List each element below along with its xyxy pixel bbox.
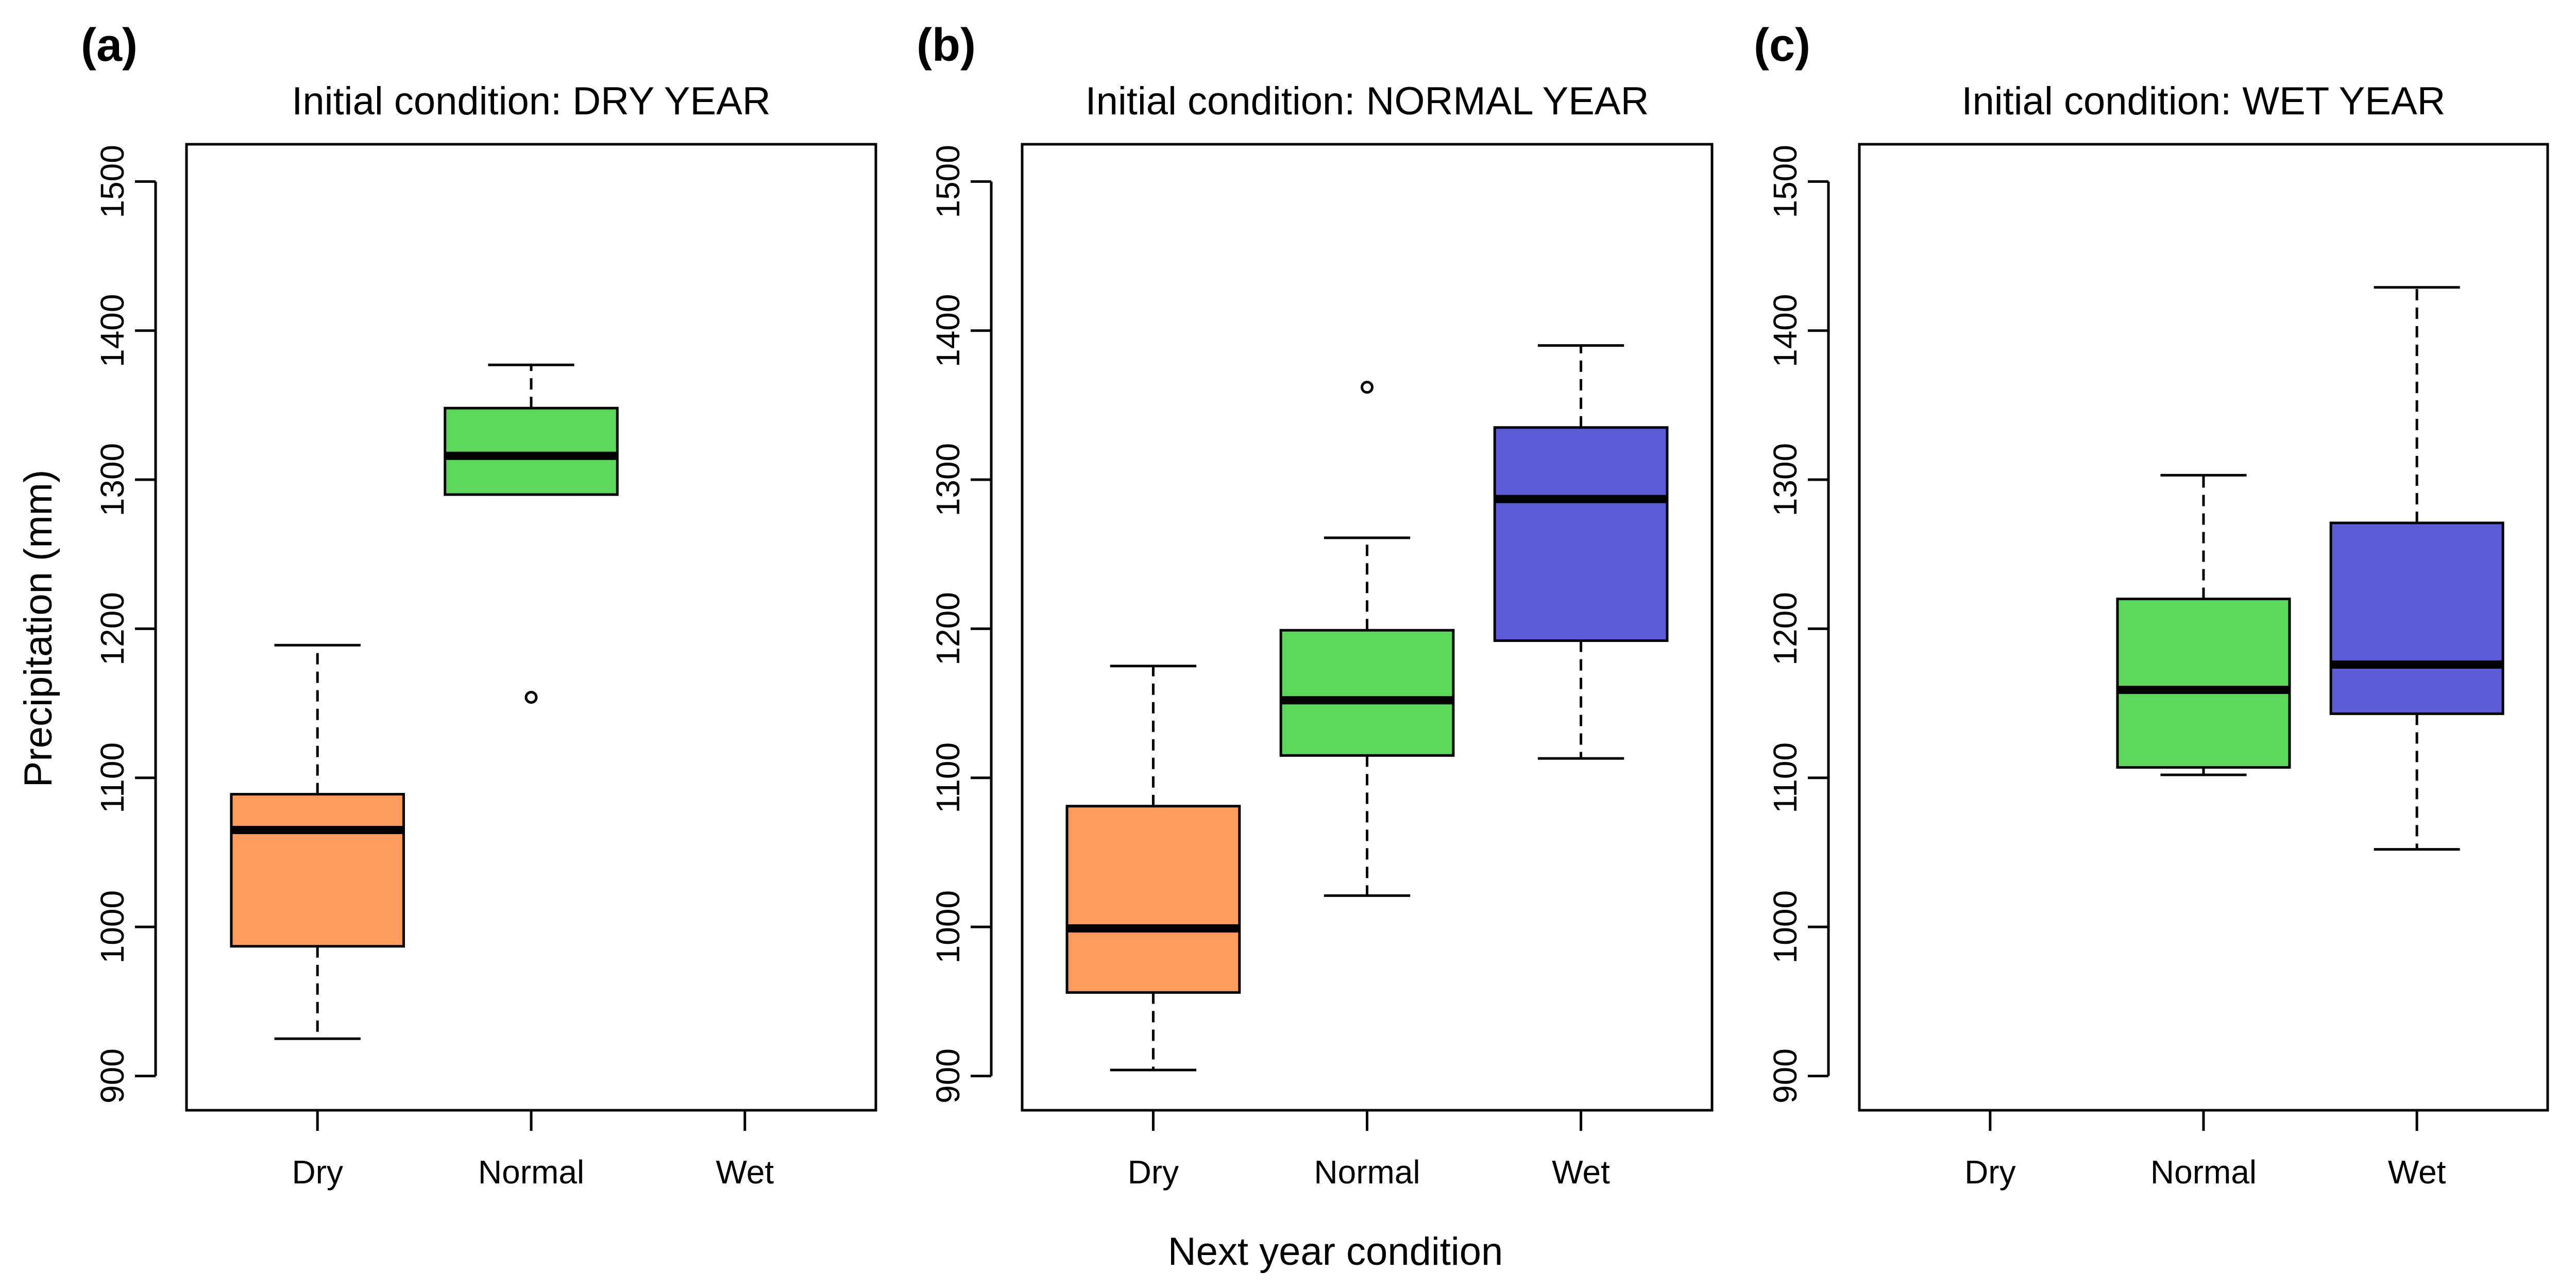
box-normal <box>444 363 619 704</box>
panels-group: (a) Initial condition: DRY YEAR 900 1000 110… <box>81 20 2549 1191</box>
iqr-box <box>1065 805 1241 994</box>
panel-title: Initial condition: DRY YEAR <box>292 79 770 123</box>
panel-title: Initial condition: WET YEAR <box>1961 79 2445 123</box>
x-tick-label-wet: Wet <box>716 1154 774 1191</box>
y-tick-label: 1000 <box>929 890 967 963</box>
y-tick-label: 1100 <box>929 742 967 814</box>
y-tick-label: 1200 <box>94 592 131 665</box>
y-tick-label: 1300 <box>1767 443 1804 516</box>
iqr-box <box>230 793 405 948</box>
panel-title: Initial condition: NORMAL YEAR <box>1085 79 1649 123</box>
x-tick-label-wet: Wet <box>1552 1154 1610 1191</box>
x-tick-label-normal: Normal <box>478 1154 584 1191</box>
panel-a: (a) Initial condition: DRY YEAR 900 1000 110… <box>81 20 877 1191</box>
y-tick-label: 1400 <box>929 294 967 367</box>
y-tick-label: 1500 <box>94 145 131 218</box>
panel-letter: (b) <box>917 20 976 71</box>
iqr-box <box>444 406 619 496</box>
x-tick-label-dry: Dry <box>292 1154 343 1191</box>
panel-b: (b) Initial condition: NORMAL YEAR 900 1000… <box>917 20 1714 1191</box>
y-tick-label: 1100 <box>1767 742 1804 814</box>
y-tick-label: 1500 <box>929 145 967 218</box>
y-tick-label: 1000 <box>94 890 131 963</box>
y-tick-label: 1400 <box>1767 294 1804 367</box>
plot-frame <box>185 143 877 1112</box>
box-wet <box>2329 286 2504 851</box>
box-dry <box>230 643 405 1040</box>
y-tick-label: 1300 <box>94 443 131 516</box>
iqr-box <box>1279 629 1455 757</box>
x-tick-label-dry: Dry <box>1964 1154 2016 1191</box>
box-normal <box>1279 381 1455 897</box>
x-tick-label-dry: Dry <box>1128 1154 1179 1191</box>
box-dry <box>1065 665 1241 1072</box>
box-wet <box>1493 344 1669 760</box>
outlier-point <box>524 690 538 704</box>
y-tick-label: 1300 <box>929 443 967 516</box>
panel-letter: (a) <box>81 20 138 71</box>
y-tick-label: 1500 <box>1767 145 1804 218</box>
y-tick-label: 1000 <box>1767 890 1804 963</box>
x-axis-label: Next year condition <box>1168 1230 1503 1274</box>
y-tick-label: 900 <box>1767 1048 1804 1104</box>
iqr-box <box>2329 521 2504 715</box>
y-tick-label: 1400 <box>94 294 131 367</box>
outlier-point <box>1361 381 1374 394</box>
y-axis-label: Precipitation (mm) <box>16 470 60 788</box>
y-tick-label: 900 <box>929 1048 967 1104</box>
x-tick-label-wet: Wet <box>2388 1154 2446 1191</box>
y-tick-label: 1200 <box>929 592 967 665</box>
y-tick-label: 1200 <box>1767 592 1804 665</box>
panel-c: (c) Initial condition: WET YEAR 900 1000 110… <box>1754 20 2549 1191</box>
panel-letter: (c) <box>1754 20 1810 71</box>
y-tick-label: 1100 <box>94 742 131 814</box>
box-normal <box>2116 473 2291 776</box>
iqr-box <box>2116 598 2291 769</box>
x-tick-label-normal: Normal <box>2150 1154 2257 1191</box>
x-tick-label-normal: Normal <box>1314 1154 1420 1191</box>
iqr-box <box>1493 426 1669 642</box>
y-tick-label: 900 <box>94 1048 131 1104</box>
